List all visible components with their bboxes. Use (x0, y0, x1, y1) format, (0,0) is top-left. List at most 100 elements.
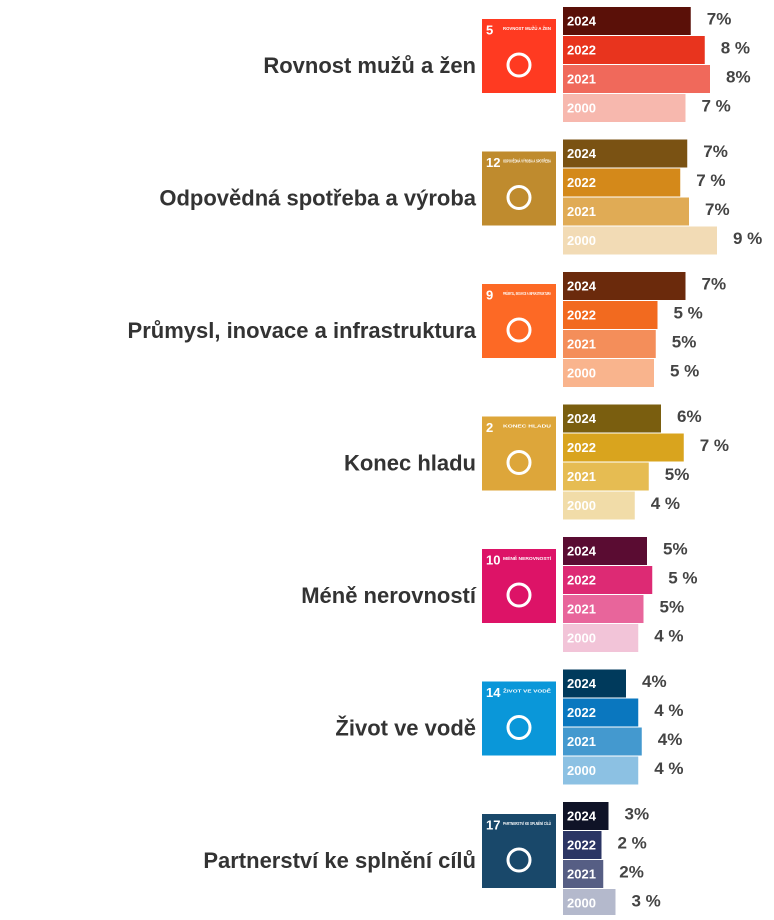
value-label: 5 % (674, 303, 703, 322)
bar (563, 433, 684, 462)
sdg-icon-number: 17 (486, 817, 500, 832)
value-label: 3 % (632, 891, 661, 910)
bar (563, 462, 649, 491)
year-label: 2024 (567, 411, 597, 426)
bar (563, 94, 686, 122)
value-label: 5% (665, 465, 690, 484)
sdg-icon-number: 2 (486, 420, 493, 435)
bar (563, 272, 686, 300)
bar (563, 139, 688, 168)
year-label: 2024 (567, 13, 597, 28)
year-label: 2000 (567, 630, 596, 645)
bar (563, 624, 639, 652)
bar (563, 197, 689, 226)
year-label: 2021 (567, 469, 596, 484)
year-label: 2024 (567, 543, 597, 558)
value-label: 4% (658, 730, 683, 749)
value-label: 7% (702, 274, 727, 293)
group-label: Konec hladu (344, 450, 476, 475)
sdg-icon-number: 14 (486, 685, 501, 700)
value-label: 9 % (733, 229, 762, 248)
year-label: 2022 (567, 572, 596, 587)
sdg-icon-symbol (506, 52, 532, 78)
group-label: Rovnost mužů a žen (263, 53, 476, 78)
value-label: 2 % (618, 833, 647, 852)
group-label: Méně nerovností (301, 583, 477, 608)
value-label: 5 % (670, 361, 699, 380)
value-label: 8 % (721, 38, 750, 57)
sdg-icon-text: ROVNOST MUŽŮ A ŽEN (503, 24, 551, 31)
value-label: 8% (726, 67, 751, 86)
year-label: 2000 (567, 498, 596, 513)
bar (563, 566, 653, 594)
sdg-icon-text: PARTNERSTVÍ KE SPLNĚNÍ CÍLŮ (503, 819, 551, 826)
value-label: 4 % (654, 626, 683, 645)
value-label: 7% (703, 142, 728, 161)
sdg-icon (482, 814, 556, 888)
bar (563, 301, 658, 329)
value-label: 5% (672, 332, 697, 351)
year-label: 2024 (567, 146, 597, 161)
sdg-icon (482, 681, 556, 756)
year-label: 2024 (567, 676, 597, 691)
year-label: 2022 (567, 175, 596, 190)
year-label: 2000 (567, 365, 596, 380)
bar (563, 756, 639, 785)
sdg-icon-number: 9 (486, 287, 493, 302)
sdg-icon-symbol (506, 185, 532, 210)
sdg-icon-number: 10 (486, 552, 500, 567)
value-label: 5 % (668, 568, 697, 587)
value-label: 2% (619, 862, 644, 881)
year-label: 2021 (567, 204, 596, 219)
sdg-icon-text: ŽIVOT VE VODĚ (503, 687, 551, 694)
sdg-icon-text: ODPOVĚDNÁ VÝROBA A SPOTŘEBA (503, 157, 551, 164)
bar (563, 831, 602, 859)
year-label: 2024 (567, 808, 597, 823)
bar (563, 330, 656, 358)
bar (563, 7, 691, 35)
bar (563, 168, 681, 197)
bar (563, 860, 604, 888)
value-label: 3% (625, 804, 650, 823)
value-label: 7% (705, 200, 730, 219)
year-label: 2022 (567, 307, 596, 322)
sdg-icon-symbol (506, 582, 532, 608)
group-label: Odpovědná spotřeba a výroba (159, 185, 476, 210)
value-label: 4 % (651, 494, 680, 513)
bar (563, 595, 644, 623)
year-label: 2021 (567, 71, 596, 86)
value-label: 7% (707, 9, 732, 28)
bar (563, 36, 705, 64)
year-label: 2022 (567, 42, 596, 57)
value-label: 6% (677, 407, 702, 426)
group-label: Průmysl, inovace a infrastruktura (128, 318, 477, 343)
year-label: 2000 (567, 895, 596, 910)
value-label: 4 % (654, 701, 683, 720)
sdg-icon-text: MÉNĚ NEROVNOSTÍ (503, 554, 552, 561)
sdg-icon-symbol (506, 715, 532, 740)
bar (563, 491, 635, 520)
sdg-icon-text: PRŮMYSL, INOVACE A INFRASTRUKTURA (503, 289, 551, 296)
sdg-icon (482, 284, 556, 358)
value-label: 7 % (700, 436, 729, 455)
year-label: 2024 (567, 278, 597, 293)
bar (563, 727, 642, 756)
bar (563, 65, 710, 93)
year-label: 2000 (567, 763, 596, 778)
sdg-icon (482, 151, 556, 226)
value-label: 7 % (696, 171, 725, 190)
sdg-icon (482, 19, 556, 93)
year-label: 2022 (567, 440, 596, 455)
sdg-icon-symbol (506, 847, 532, 873)
group-label: Život ve vodě (335, 715, 476, 740)
year-label: 2021 (567, 866, 596, 881)
sdg-icon-text: KONEC HLADU (503, 424, 551, 429)
sdg-icon-number: 12 (486, 155, 500, 170)
bar (563, 889, 616, 917)
year-label: 2000 (567, 233, 596, 248)
year-label: 2021 (567, 336, 596, 351)
sdg-icon (482, 549, 556, 623)
bar (563, 698, 639, 727)
value-label: 4 % (654, 759, 683, 778)
